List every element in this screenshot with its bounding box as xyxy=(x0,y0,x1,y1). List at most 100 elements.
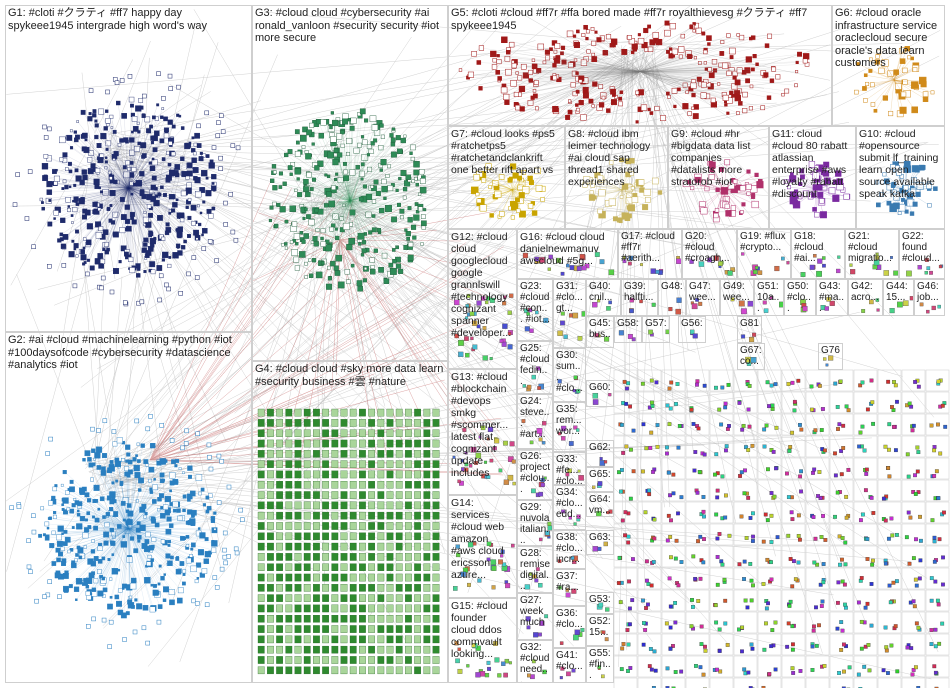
group-nodes-g13 xyxy=(452,425,516,486)
group-cell-g76: G76 xyxy=(818,343,843,370)
group-nodes-g19 xyxy=(741,252,790,276)
group-nodes-g26 xyxy=(531,476,547,498)
group-cell-g2: G2: #ai #cloud #machinelearning #python … xyxy=(5,332,252,683)
group-cell-g36: G36: #clo... xyxy=(553,606,586,648)
group-nodes-g58 xyxy=(618,330,636,342)
group-cell-g18: G18: #cloud #ai... xyxy=(791,229,845,279)
group-cell-g27: G27: week much xyxy=(517,593,553,640)
group-nodes-g65 xyxy=(592,481,603,489)
group-nodes-g15 xyxy=(454,640,512,678)
group-nodes-g32 xyxy=(527,659,547,680)
group-label-g9: G9: #cloud #hr #bigdata data list compan… xyxy=(671,128,751,188)
group-cell-g23: G23: #cloud #con... #iot... xyxy=(517,279,553,341)
group-cell-g67: G67: co... xyxy=(737,343,765,370)
group-cell-g5: G5: #cloti #cloud #ff7r #ffa bored made … xyxy=(448,5,832,126)
group-nodes-g39 xyxy=(629,298,656,314)
group-cell-g1: G1: #cloti #クラティ #ff7 happy day spykeee1… xyxy=(5,5,252,332)
group-cell-g7: G7: #cloud looks #ps5 #ratchetps5 #ratch… xyxy=(448,126,565,229)
group-cell-g43: G43: #ma... xyxy=(816,279,848,316)
group-cell-g53: G53: xyxy=(586,592,614,614)
group-cell-g24: G24: steve... #art... xyxy=(517,394,553,449)
group-cell-g81: G81 xyxy=(737,316,762,343)
group-cell-g47: G47: wee... xyxy=(686,279,720,316)
group-cell-g60: G60: xyxy=(586,380,614,407)
group-label-g14: G14: services #cloud web amazon #aws clo… xyxy=(451,497,505,581)
group-nodes-g23 xyxy=(523,307,549,333)
minor-group-cells xyxy=(613,369,950,688)
group-nodes-g55 xyxy=(597,665,605,679)
group-cell-g49: G49: wee... xyxy=(720,279,754,316)
group-cell-g48: G48: xyxy=(658,279,686,316)
group-label-g55: G55: #fin... xyxy=(589,648,611,681)
group-nodes-g4 xyxy=(257,408,440,675)
group-nodes-g36 xyxy=(559,627,585,645)
group-label-g60: G60: xyxy=(589,382,611,393)
group-label-g41: G41: #clo... xyxy=(556,650,583,672)
group-label-g27: G27: week much xyxy=(520,595,545,628)
group-nodes-g53 xyxy=(596,602,610,612)
group-label-g44: G44: 15... xyxy=(886,281,908,303)
group-cell-g34: G34: #clo... edd... xyxy=(553,485,586,530)
group-label-g10: G10: #cloud #opensource submit lf_traini… xyxy=(859,128,939,200)
group-label-g3: G3: #cloud cloud #cybersecurity #ai rona… xyxy=(255,7,440,44)
group-nodes-g38 xyxy=(557,555,579,565)
group-nodes-g20 xyxy=(689,255,735,276)
group-label-g63: G63: xyxy=(589,532,611,543)
group-cell-g38: G38: #clo... incr... xyxy=(553,530,586,569)
group-cell-g63: G63: xyxy=(586,530,614,555)
group-label-g12: G12: #cloud cloud googlecloud google gra… xyxy=(451,231,512,339)
group-label-g43: G43: #ma... xyxy=(819,281,845,314)
group-label-g62: G62: xyxy=(589,442,611,453)
group-cell-g28: G28: remise digital... xyxy=(517,546,553,593)
group-nodes-g5 xyxy=(458,20,810,124)
group-cell-g50: G50: #clo... xyxy=(784,279,816,316)
group-cell-g46: G46: job... xyxy=(914,279,945,316)
group-cell-g55: G55: #fin... xyxy=(586,646,614,683)
group-label-g25: G25: #cloud fedin... xyxy=(520,343,550,387)
group-label-g49: G49: wee... xyxy=(723,281,750,303)
group-nodes-g28 xyxy=(524,567,543,590)
group-label-g52: G52: 15... xyxy=(589,616,611,638)
group-cell-g40: G40: cnil... xyxy=(586,279,621,316)
group-cell-g62: G62: xyxy=(586,440,614,467)
group-label-g47: G47: wee... xyxy=(689,281,716,303)
group-nodes-g35 xyxy=(558,425,580,446)
group-cell-g32: G32: #cloud need... xyxy=(517,640,553,683)
group-label-g31: G31: #clo... gt... xyxy=(556,281,583,314)
group-label-g34: G34: #clo... edd... xyxy=(556,487,583,520)
group-nodes-g1 xyxy=(12,71,241,307)
group-label-g81: G81 xyxy=(740,318,759,329)
group-label-g22: G22: found #cloud... xyxy=(902,231,940,264)
group-label-g1: G1: #cloti #クラティ #ff7 happy day spykeee1… xyxy=(8,7,207,32)
group-nodes-g46 xyxy=(919,302,941,314)
group-label-g11: G11: cloud #cloud 80 rabatt atlassian en… xyxy=(772,128,848,200)
group-label-g76: G76 xyxy=(821,345,840,356)
group-nodes-g64 xyxy=(596,509,613,517)
group-nodes-g22 xyxy=(906,258,944,277)
group-label-g38: G38: #clo... incr... xyxy=(556,532,583,565)
group-label-g67: G67: co... xyxy=(740,345,762,367)
group-label-g8: G8: #cloud ibm leimer technology #ai clo… xyxy=(568,128,651,188)
group-cell-g20: G20: #cloud #croagh... xyxy=(682,229,737,279)
group-cell-g35: G35: rem... wor... xyxy=(553,402,586,452)
group-nodes-g45 xyxy=(594,333,610,342)
group-nodes-g16 xyxy=(522,252,615,276)
group-cell-g25: G25: #cloud fedin... xyxy=(517,341,553,394)
group-nodes-g8 xyxy=(582,157,663,224)
group-label-g28: G28: remise digital... xyxy=(520,548,551,592)
group-nodes-g7 xyxy=(471,163,546,220)
group-nodes-g33 xyxy=(565,468,584,481)
group-label-g26: G26: project #clou... xyxy=(520,451,551,495)
group-label-g65: G65: xyxy=(589,469,611,480)
group-nodes-g2 xyxy=(9,414,245,649)
group-nodes-g57 xyxy=(648,329,670,337)
group-label-g56: G56: xyxy=(681,318,703,329)
group-label-g53: G53: xyxy=(589,594,611,605)
group-nodes-g63 xyxy=(592,541,608,552)
group-nodes-g48 xyxy=(668,297,682,315)
group-nodes-g9 xyxy=(682,159,764,223)
group-cell-g29: G29: nuvola italian... xyxy=(517,500,553,546)
group-label-g37: G37: #ra... xyxy=(556,571,579,593)
group-cell-g19: G19: #flux #crypto... xyxy=(737,229,791,279)
group-cell-g39: G39: halfti... xyxy=(621,279,658,316)
